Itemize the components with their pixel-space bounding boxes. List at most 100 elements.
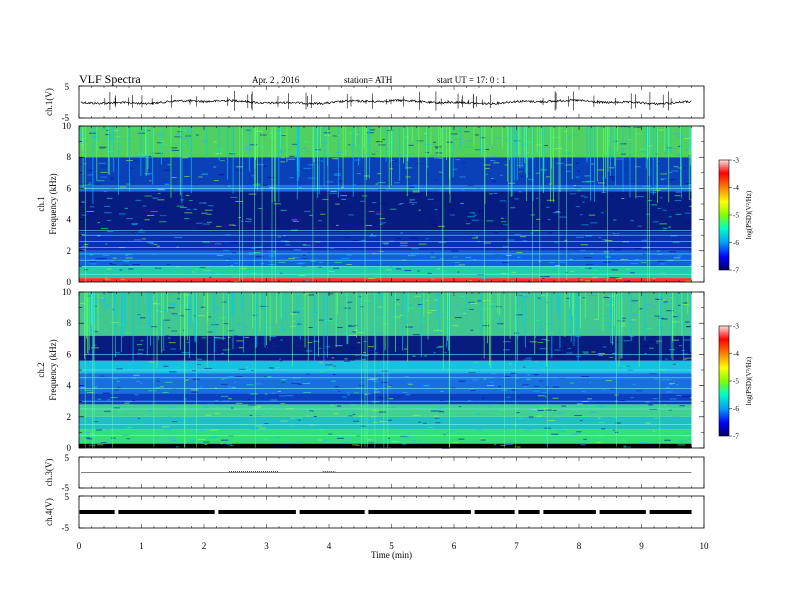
spectrogram-band bbox=[79, 250, 692, 267]
spectrogram-texture bbox=[280, 157, 285, 159]
spectrogram-texture bbox=[347, 133, 352, 135]
spectrogram-texture bbox=[510, 238, 514, 240]
spectrogram-texture bbox=[564, 363, 570, 365]
spectrogram-texture bbox=[504, 139, 509, 141]
spectrogram-texture bbox=[535, 172, 540, 174]
spectrogram-texture bbox=[638, 308, 643, 310]
spectrogram-texture bbox=[139, 317, 146, 319]
spectrogram-texture bbox=[123, 428, 130, 430]
spectrogram-texture bbox=[585, 220, 588, 222]
spectrogram-texture bbox=[372, 253, 381, 255]
spectrogram-texture bbox=[132, 264, 140, 266]
spectrogram-texture bbox=[451, 250, 459, 252]
spectrogram-texture bbox=[256, 164, 264, 166]
spectrogram-texture bbox=[361, 360, 366, 362]
spectrogram-texture bbox=[151, 197, 159, 199]
spectrogram-texture bbox=[681, 353, 688, 355]
spectrogram-texture bbox=[322, 198, 329, 200]
spectrogram-texture bbox=[207, 205, 214, 207]
ch4-trace-segment bbox=[218, 510, 296, 514]
spectrogram-texture bbox=[651, 204, 658, 206]
spectrogram-texture bbox=[277, 371, 285, 373]
spectrogram-texture bbox=[167, 337, 171, 339]
spectrogram-texture bbox=[504, 375, 511, 377]
spectrogram-texture bbox=[333, 412, 339, 414]
spectrogram-texture bbox=[252, 340, 261, 342]
spectrogram-texture bbox=[602, 239, 607, 241]
spectrogram-texture bbox=[348, 214, 354, 216]
spectrogram-texture bbox=[197, 438, 206, 440]
spectrogram-texture bbox=[312, 132, 315, 134]
spectrogram-texture bbox=[318, 319, 325, 321]
spectrogram-texture bbox=[666, 310, 675, 312]
spectrogram-texture bbox=[433, 352, 436, 354]
spectrogram-texture bbox=[555, 265, 561, 267]
spectrogram-texture bbox=[187, 301, 190, 303]
spectrogram-texture bbox=[288, 158, 296, 160]
spectrogram-texture bbox=[158, 214, 162, 216]
spectrogram-texture bbox=[430, 256, 436, 258]
spectrogram-texture bbox=[331, 380, 336, 382]
spectrogram-texture bbox=[609, 167, 615, 169]
spectrogram-texture bbox=[251, 370, 254, 372]
spectrogram-texture bbox=[343, 360, 351, 362]
spectrogram-texture bbox=[595, 401, 600, 403]
spectrogram-texture bbox=[251, 175, 256, 177]
spectrogram-texture bbox=[124, 402, 130, 404]
spectrogram-texture bbox=[381, 222, 387, 224]
spectrogram-texture bbox=[333, 174, 341, 176]
spectrogram-texture bbox=[518, 295, 522, 297]
spectrogram-texture bbox=[259, 305, 268, 307]
spectrogram-texture bbox=[581, 375, 589, 377]
spectrogram-texture bbox=[303, 410, 306, 412]
spectrogram-texture bbox=[139, 229, 143, 231]
spectrogram-texture bbox=[269, 187, 274, 189]
spectrogram-texture bbox=[202, 173, 208, 175]
spectrogram-texture bbox=[140, 382, 143, 384]
spectrogram-texture bbox=[220, 443, 224, 445]
spectrogram-texture bbox=[280, 272, 283, 274]
spectrogram-texture bbox=[683, 358, 687, 360]
ch4-trace-segment bbox=[649, 510, 692, 514]
spectrogram-texture bbox=[184, 175, 190, 177]
spectrogram-texture bbox=[178, 420, 187, 422]
spectrogram-texture bbox=[306, 373, 311, 375]
spectrogram-texture bbox=[480, 137, 486, 139]
spectrogram-texture bbox=[116, 409, 123, 411]
spectrogram-texture bbox=[110, 263, 117, 265]
x-tick-label: 9 bbox=[639, 541, 644, 551]
spectrogram-texture bbox=[672, 321, 680, 323]
spectrogram-texture bbox=[232, 334, 235, 336]
spectrogram-texture bbox=[523, 294, 527, 296]
spectrogram-texture bbox=[224, 258, 231, 260]
spectrogram-texture bbox=[551, 433, 559, 435]
spectrogram-texture bbox=[470, 329, 474, 331]
spectrogram-texture bbox=[337, 327, 343, 329]
spectrogram-texture bbox=[539, 380, 544, 382]
spectrogram-texture bbox=[488, 193, 494, 195]
spectrogram-texture bbox=[381, 370, 389, 372]
spectrogram-texture bbox=[630, 263, 639, 265]
spectrogram-texture bbox=[154, 152, 163, 154]
spectrogram-texture bbox=[535, 361, 539, 363]
spectrogram-texture bbox=[471, 292, 474, 294]
spectrogram-texture bbox=[669, 251, 677, 253]
spectrogram-texture bbox=[144, 219, 150, 221]
spectrogram-texture bbox=[167, 307, 175, 309]
spectrogram-texture bbox=[602, 346, 607, 348]
spectrogram-texture bbox=[379, 401, 382, 403]
spectrogram-texture bbox=[375, 294, 383, 296]
spectrogram-texture bbox=[341, 187, 344, 189]
spectrogram-texture bbox=[97, 235, 101, 237]
spectrogram-texture bbox=[225, 234, 232, 236]
spectrogram-texture bbox=[157, 206, 166, 208]
spectrogram-texture bbox=[131, 224, 137, 226]
spectrogram-texture bbox=[616, 278, 623, 280]
spectrogram-texture bbox=[679, 405, 685, 407]
spectrogram-texture bbox=[418, 243, 427, 245]
spectrogram-texture bbox=[378, 373, 384, 375]
spectrogram-texture bbox=[333, 365, 336, 367]
spectrogram-texture bbox=[630, 272, 635, 274]
spectrogram-texture bbox=[246, 384, 254, 386]
